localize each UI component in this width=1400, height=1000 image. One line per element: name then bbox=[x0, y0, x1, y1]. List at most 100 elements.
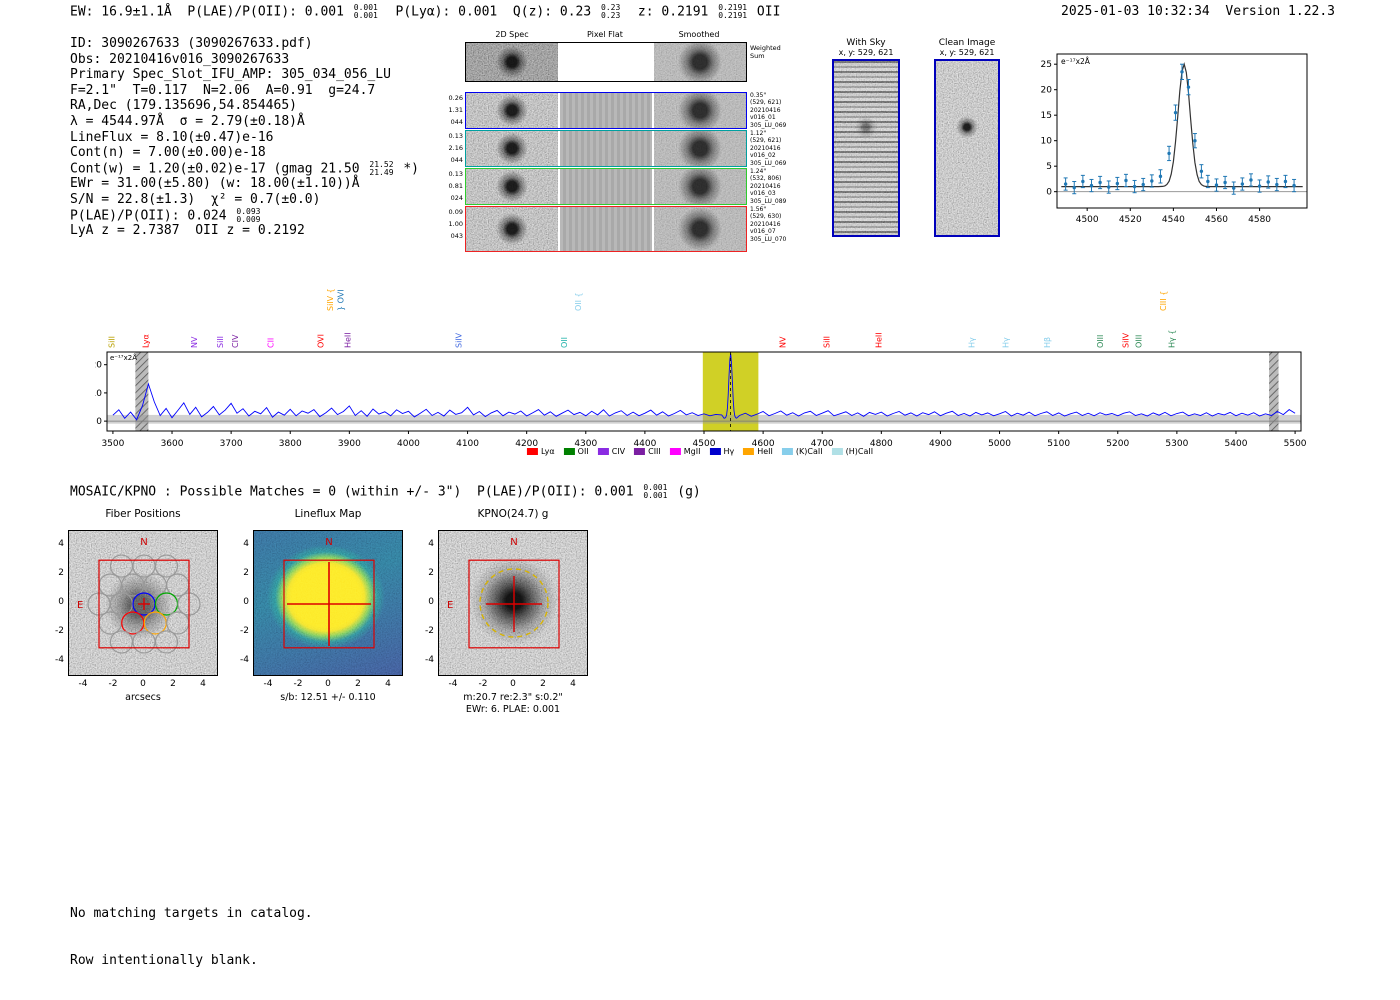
timestamp-version: 2025-01-03 10:32:34 Version 1.22.3 bbox=[1000, 4, 1335, 19]
data-point bbox=[1223, 180, 1227, 185]
continuum-band bbox=[107, 414, 1301, 424]
x-tick-label: 5500 bbox=[1284, 439, 1307, 449]
emission-blob bbox=[466, 207, 558, 251]
emission-line-label: CIII { bbox=[1159, 291, 1168, 311]
info-line: Primary Spec_Slot_IFU_AMP: 305_034_056_L… bbox=[70, 67, 419, 83]
fiber-weight-labels: 0.13 2.16 044 bbox=[443, 130, 463, 167]
fiber-id-value: 20210416 bbox=[750, 220, 781, 228]
x-tick-label: 3500 bbox=[101, 439, 124, 449]
x-tick-label: 4200 bbox=[515, 439, 538, 449]
spec2d-cutout bbox=[466, 93, 558, 128]
legend-item: (H)CaII bbox=[831, 447, 873, 456]
flux-unit-label: e⁻¹⁷x2Å bbox=[1061, 57, 1091, 66]
fiber-circle bbox=[166, 573, 190, 597]
fiber-id-value: 1.24" bbox=[750, 168, 767, 175]
spec2d-cutout bbox=[560, 93, 652, 128]
legend-swatch bbox=[563, 448, 575, 455]
sky-lines-texture bbox=[834, 61, 898, 235]
info-line: RA,Dec (179.135696,54.854465) bbox=[70, 98, 419, 114]
plot-frame bbox=[1056, 53, 1308, 209]
masked-region bbox=[135, 352, 149, 431]
fiber-overlay: NE bbox=[77, 537, 201, 654]
emission-line-label: SiIV { bbox=[326, 288, 335, 311]
x-tick-label: -2 bbox=[293, 679, 303, 689]
stacked-uncertainty: 0.093 0.009 bbox=[236, 206, 261, 224]
stacked-uncertainty: 0.2191 0.2191 bbox=[718, 3, 748, 20]
emission-line-label: SiII bbox=[822, 336, 831, 348]
x-tick-label: 4 bbox=[570, 679, 576, 689]
legend-swatch bbox=[831, 448, 843, 455]
text-segment: EWr = 31.00(±5.80) (w: 18.00(±1.10))Å bbox=[70, 176, 360, 192]
data-point bbox=[1249, 178, 1253, 182]
x-tick-label: 2 bbox=[540, 679, 546, 689]
data-point bbox=[1266, 180, 1270, 184]
data-point bbox=[1167, 151, 1171, 156]
data-point bbox=[1124, 178, 1128, 183]
x-tick-label: 4800 bbox=[870, 439, 893, 449]
spec2d-fiber-row bbox=[465, 92, 747, 129]
spec2d-cutout bbox=[560, 169, 652, 204]
text-segment: S/N = 22.8(±1.3) χ² = 0.7(±0.0) bbox=[70, 191, 321, 207]
fiber-circle bbox=[109, 554, 134, 578]
fiber-id-value: 0.35" bbox=[750, 92, 767, 99]
legend-label: CIV bbox=[611, 447, 626, 456]
elixer-report-page: EW: 16.9±1.1Å P(LAE)/P(OII): 0.001 0.001… bbox=[55, 3, 1335, 968]
y-tick-label: 2 bbox=[58, 567, 64, 578]
emission-line-label: OII { bbox=[574, 292, 583, 311]
lineflux-map-image: N bbox=[253, 530, 403, 676]
data-point bbox=[1107, 185, 1111, 189]
text-segment: z: 0.2191 bbox=[622, 4, 717, 20]
y-tick-label: 0 bbox=[96, 417, 102, 427]
spec2d-cutout bbox=[466, 169, 558, 204]
legend-swatch bbox=[526, 448, 538, 455]
y-tick-label: -2 bbox=[425, 626, 434, 637]
fiber-circle bbox=[143, 611, 167, 635]
spec2d-col-header: Pixel Flat bbox=[587, 30, 623, 39]
emission-blob bbox=[654, 93, 746, 128]
x-tick-label: 5200 bbox=[1106, 439, 1129, 449]
x-tick-label: 0 bbox=[325, 679, 331, 689]
x-tick-label: 4400 bbox=[633, 439, 656, 449]
spec2d-fiber-row bbox=[465, 130, 747, 167]
emission-line-label: CIV bbox=[231, 334, 240, 348]
data-point bbox=[1089, 183, 1094, 188]
fiber-id-value: (532, 806) bbox=[750, 175, 782, 183]
fiber-circle bbox=[98, 573, 122, 597]
emission-blob bbox=[654, 169, 746, 204]
x-tick-label: 4000 bbox=[397, 439, 420, 449]
spec2d-fiber-row bbox=[465, 206, 747, 252]
text-segment: LineFlux = 8.10(±0.47)e-16 bbox=[70, 129, 274, 145]
fiber-weight-value: 044 bbox=[450, 118, 463, 126]
info-line: Cont(w) = 1.20(±0.02)e-17 (gmag 21.50 21… bbox=[70, 160, 419, 177]
legend-item: Hγ bbox=[709, 447, 734, 456]
text-segment: λ = 4544.97Å σ = 2.79(±0.18)Å bbox=[70, 113, 305, 129]
legend-label: Lyα bbox=[540, 447, 555, 456]
legend-swatch bbox=[597, 448, 609, 455]
spec2d-cutout bbox=[654, 207, 746, 251]
y-tick-label: -2 bbox=[55, 626, 64, 637]
fiber-id-labels: 1.24" (532, 806) 20210416 v016_03 305_LU_089 bbox=[750, 168, 808, 205]
fiber-circle bbox=[121, 611, 145, 635]
y-tick-label: 15 bbox=[1041, 111, 1052, 121]
legend-swatch bbox=[669, 448, 681, 455]
fiber-circle bbox=[143, 573, 167, 597]
emission-blob bbox=[466, 93, 558, 128]
weighted-sum-label: Weighted Sum bbox=[750, 44, 781, 60]
emission-line-label: SiII bbox=[108, 336, 117, 348]
data-point bbox=[1115, 181, 1120, 186]
fiber-id-value: v016_07 bbox=[750, 228, 776, 236]
legend-label: MgII bbox=[683, 447, 701, 456]
compass-north-label: N bbox=[140, 537, 147, 548]
emission-line-label: SiIV bbox=[455, 332, 464, 348]
fiber-id-value: 20210416 bbox=[750, 106, 781, 114]
emission-blob bbox=[654, 207, 746, 251]
fiber-circle bbox=[166, 611, 190, 635]
x-tick-label: -4 bbox=[78, 679, 88, 689]
fiber-xlabel: arcsecs bbox=[125, 692, 161, 703]
data-point bbox=[1214, 183, 1219, 187]
emission-line-label: NV bbox=[779, 336, 788, 348]
x-tick-label: -2 bbox=[108, 679, 118, 689]
text-segment: RA,Dec (179.135696,54.854465) bbox=[70, 98, 297, 114]
weighted-smoothed-cutout bbox=[654, 43, 746, 81]
emission-line-label: } OVI bbox=[336, 289, 345, 311]
